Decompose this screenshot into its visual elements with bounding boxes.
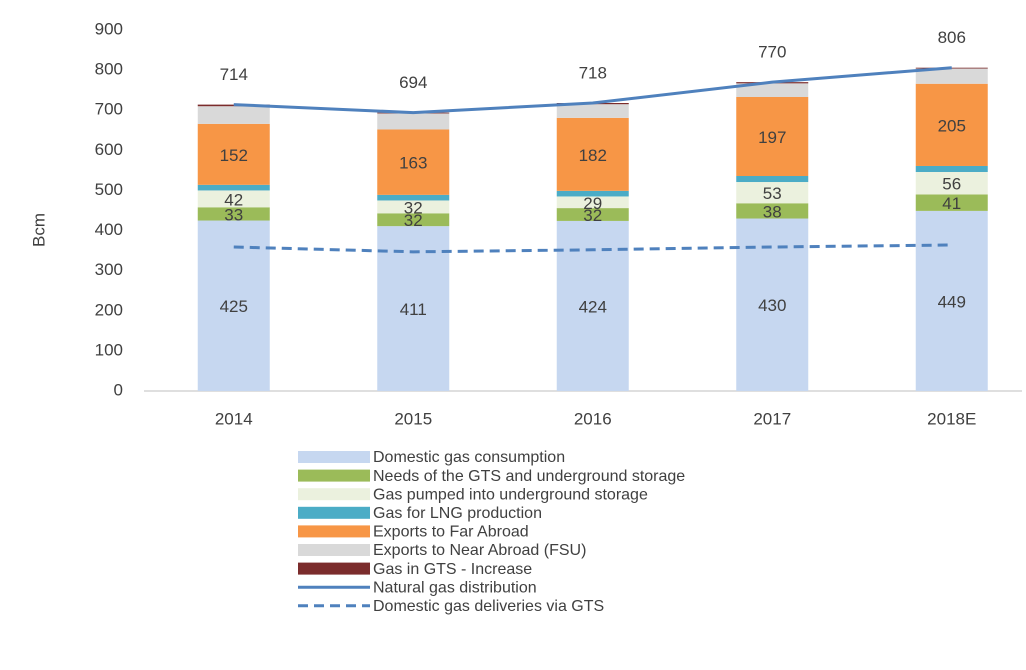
y-tick-label: 600 [95,140,123,159]
bar-segment [915,171,988,195]
bar-segment [736,83,809,97]
data-label: 449 [938,292,966,311]
x-tick-label: 2017 [753,409,791,428]
y-tick-label: 0 [114,380,123,399]
data-label: 718 [579,63,607,82]
bar-segment [377,113,450,130]
legend-label: Gas pumped into underground storage [373,486,648,503]
y-tick-label: 700 [95,100,123,119]
bar-segment [556,196,629,209]
bar-segment [556,208,629,221]
legend-swatch [298,488,370,501]
bar-segment [377,200,450,214]
legend-swatch [298,544,370,556]
data-label: 424 [579,297,607,316]
y-tick-label: 900 [95,19,123,38]
data-label: 152 [220,146,248,165]
bar-segment [736,203,809,219]
bar-segment [915,68,988,84]
legend-swatch [298,525,370,538]
data-label: 38 [763,202,782,221]
data-label: 806 [938,28,966,47]
data-label: 32 [404,211,423,230]
data-label: 714 [220,65,248,84]
bar-segment [197,190,270,208]
x-tick-label: 2018E [927,409,976,428]
data-label: 182 [579,146,607,165]
y-tick-label: 800 [95,60,123,79]
legend-swatch [298,562,370,575]
bar-segment [736,96,809,177]
bar-segment [915,194,988,211]
bar-segment [556,117,629,191]
data-label: 205 [938,116,966,135]
data-label: 32 [404,198,423,217]
data-label: 430 [758,296,786,315]
data-label: 41 [942,194,961,213]
x-tick-label: 2016 [574,409,612,428]
data-label: 770 [758,43,786,62]
legend-label: Gas in GTS - Increase [373,561,532,578]
data-label: 411 [400,300,427,319]
bar-segment [736,182,809,204]
data-label: 53 [763,184,782,203]
bar-segment [736,176,809,183]
bar-segment [377,194,450,201]
legend-label: Exports to Far Abroad [373,524,529,541]
bar-segment [377,129,450,195]
legend-swatch [298,451,370,463]
data-label: 42 [224,190,243,209]
bar-segment [377,226,450,391]
data-label: 32 [583,206,602,225]
data-label: 33 [224,205,243,224]
y-axis-label: Bcm [29,213,48,247]
y-tick-label: 200 [95,300,123,319]
bar-segment [556,104,629,118]
legend-swatch [298,506,370,519]
line [233,66,952,115]
bar-segment [915,165,988,172]
y-tick-label: 100 [95,340,123,359]
legend-swatch [298,469,370,482]
bar-segment [197,207,270,221]
x-tick-label: 2015 [394,409,432,428]
data-label: 425 [220,297,248,316]
x-tick-label: 2014 [215,409,253,428]
bar-segment [556,190,629,197]
legend-label: Domestic gas deliveries via GTS [373,598,604,615]
legend-label: Exports to Near Abroad (FSU) [373,542,586,559]
bar-segment [915,210,988,391]
legend-label: Domestic gas consumption [373,449,565,466]
legend-label: Needs of the GTS and underground storage [373,468,685,485]
bar-segment [197,106,270,124]
y-tick-label: 300 [95,260,123,279]
legend-label: Gas for LNG production [373,505,542,522]
data-label: 163 [399,154,427,173]
data-label: 56 [942,175,961,194]
bar-segment [197,184,270,191]
y-tick-label: 400 [95,220,123,239]
data-label: 29 [583,194,602,213]
data-label: 694 [399,73,427,92]
bar-segment [377,213,450,227]
y-tick-label: 500 [95,180,123,199]
bar-segment [915,83,988,166]
data-label: 197 [758,128,786,147]
line [233,243,952,254]
legend-label: Natural gas distribution [373,579,537,596]
bar-segment [197,123,270,185]
